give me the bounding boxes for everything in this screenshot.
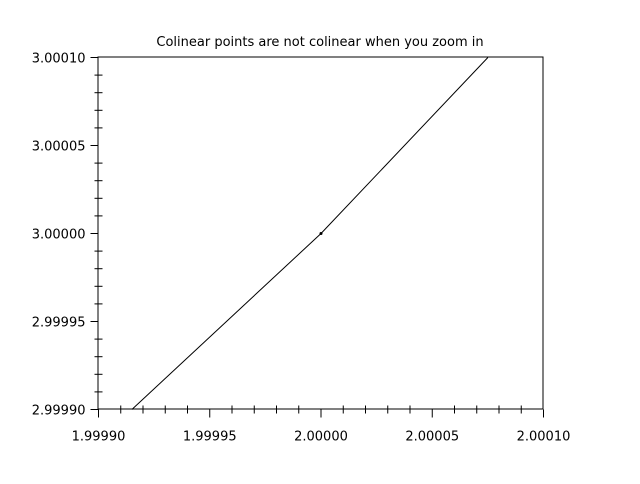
x-tick-label: 2.00010 (517, 430, 571, 445)
y-tick-label: 2.99995 (32, 316, 86, 331)
x-tick-label: 1.99990 (72, 430, 126, 445)
y-tick-label: 3.00000 (32, 228, 86, 243)
data-point-marker (319, 232, 323, 235)
y-tick-label: 3.00010 (32, 52, 86, 67)
x-tick-label: 2.00000 (294, 430, 348, 445)
x-tick-label: 1.99995 (183, 430, 237, 445)
axis-ticks: 1.99990 1.99995 2.00000 2.00005 2.00010 2.999… (32, 52, 571, 445)
chart-title: Colinear points are not colinear when yo… (156, 35, 483, 50)
y-tick-label: 3.00005 (32, 140, 86, 155)
series-layer (131, 57, 489, 410)
y-tick-label: 2.99990 (32, 404, 86, 419)
x-tick-label: 2.00005 (405, 430, 459, 445)
series-line (131, 57, 489, 410)
